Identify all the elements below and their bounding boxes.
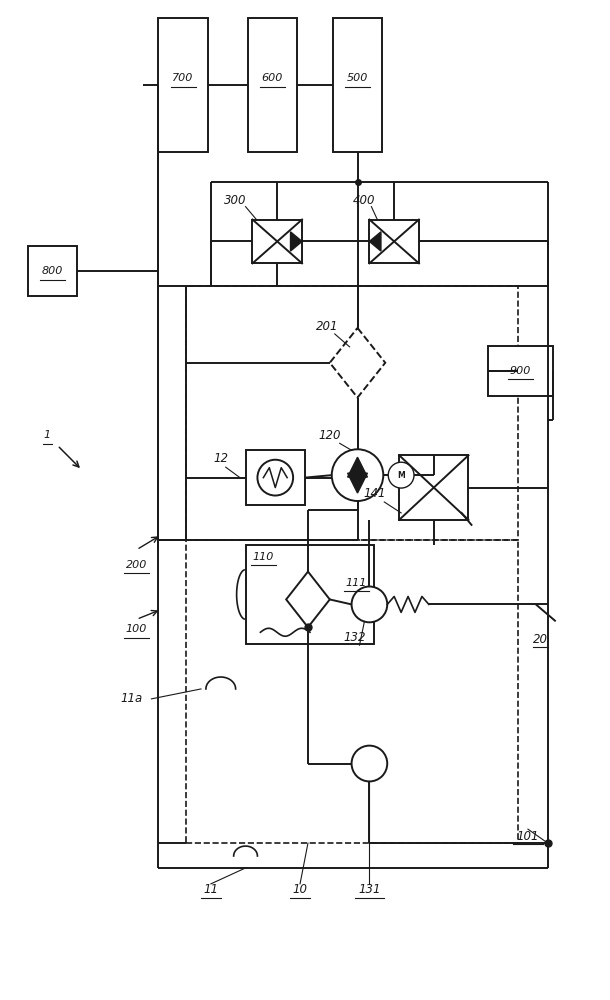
Polygon shape: [290, 232, 302, 251]
Text: 111: 111: [346, 578, 367, 588]
Text: 101: 101: [517, 830, 539, 843]
Polygon shape: [370, 232, 381, 251]
Text: 800: 800: [41, 266, 63, 276]
Text: 201: 201: [315, 320, 338, 333]
Polygon shape: [348, 457, 367, 477]
Bar: [332, 18, 382, 152]
Text: 900: 900: [510, 366, 531, 376]
Text: 11a: 11a: [120, 692, 143, 705]
Bar: [27, 246, 77, 296]
Text: 100: 100: [126, 624, 147, 634]
Text: 400: 400: [353, 194, 376, 207]
Text: 141: 141: [363, 487, 386, 500]
Circle shape: [257, 460, 293, 496]
Polygon shape: [286, 572, 330, 627]
Text: 500: 500: [347, 73, 368, 83]
Text: 1: 1: [44, 430, 51, 440]
Circle shape: [332, 449, 383, 501]
Text: 120: 120: [318, 429, 341, 442]
Circle shape: [351, 587, 387, 622]
Text: 200: 200: [126, 560, 147, 570]
Bar: [253, 220, 302, 263]
Polygon shape: [348, 473, 367, 493]
Bar: [186, 286, 518, 540]
Text: 700: 700: [173, 73, 194, 83]
Bar: [399, 455, 468, 520]
Text: 20: 20: [533, 633, 548, 646]
Bar: [186, 540, 518, 843]
Bar: [370, 220, 419, 263]
Text: 131: 131: [358, 883, 381, 896]
Text: 11: 11: [203, 883, 218, 896]
Text: 600: 600: [262, 73, 283, 83]
Bar: [489, 346, 553, 396]
Polygon shape: [330, 328, 386, 398]
Bar: [159, 18, 208, 152]
Text: M: M: [397, 471, 405, 480]
Text: 110: 110: [253, 552, 274, 562]
Text: 12: 12: [214, 452, 228, 465]
Text: 132: 132: [343, 631, 366, 644]
Text: 10: 10: [293, 883, 307, 896]
Circle shape: [388, 462, 414, 488]
Circle shape: [351, 746, 387, 781]
Bar: [246, 545, 375, 644]
Text: 300: 300: [224, 194, 247, 207]
Bar: [248, 18, 297, 152]
Bar: [246, 450, 305, 505]
